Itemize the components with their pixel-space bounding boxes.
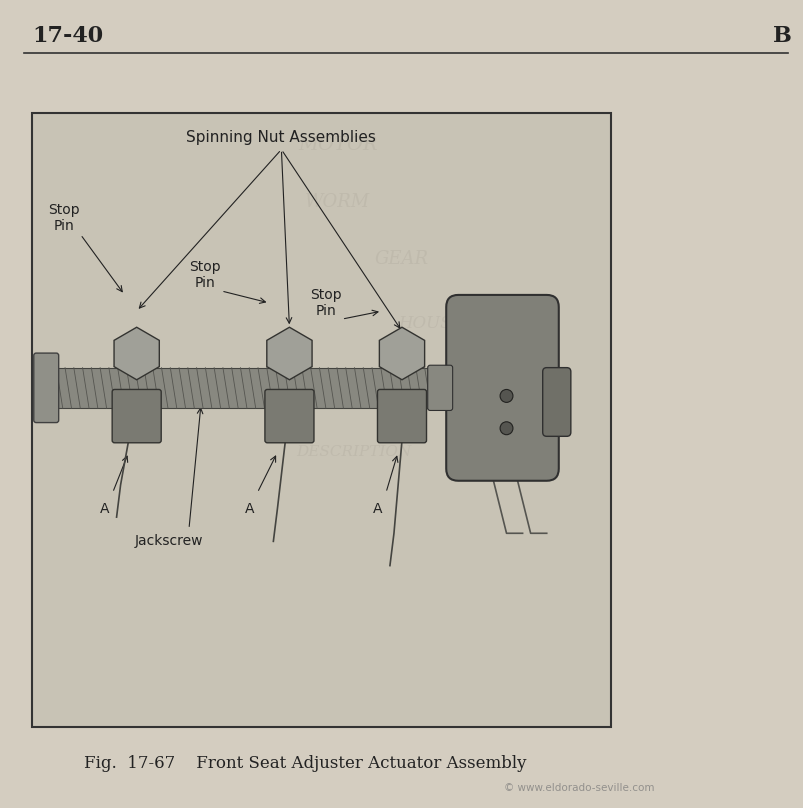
FancyBboxPatch shape <box>427 365 452 410</box>
Text: ASSEMBLY: ASSEMBLY <box>337 379 434 397</box>
Text: MOTOR: MOTOR <box>297 137 377 154</box>
Polygon shape <box>114 327 159 380</box>
Text: 17-40: 17-40 <box>32 25 103 48</box>
Text: A: A <box>373 502 382 516</box>
Circle shape <box>499 422 512 435</box>
Text: Stop
Pin: Stop Pin <box>309 288 341 318</box>
Text: A: A <box>244 502 254 516</box>
Polygon shape <box>267 327 312 380</box>
Text: Stop
Pin: Stop Pin <box>48 203 80 234</box>
FancyBboxPatch shape <box>34 353 59 423</box>
Text: Spinning Nut Assemblies: Spinning Nut Assemblies <box>186 130 376 145</box>
Circle shape <box>499 389 512 402</box>
FancyBboxPatch shape <box>542 368 570 436</box>
Text: Jackscrew: Jackscrew <box>134 534 203 549</box>
Text: DESCRIPTION: DESCRIPTION <box>296 445 411 460</box>
Polygon shape <box>379 327 424 380</box>
FancyBboxPatch shape <box>377 389 426 443</box>
Text: B: B <box>772 25 791 48</box>
FancyBboxPatch shape <box>112 389 161 443</box>
Text: © www.eldorado-seville.com: © www.eldorado-seville.com <box>503 783 654 793</box>
Bar <box>32 113 610 727</box>
Text: GEAR: GEAR <box>374 250 429 267</box>
Bar <box>56 368 538 408</box>
Text: Fig.  17-67    Front Seat Adjuster Actuator Assembly: Fig. 17-67 Front Seat Adjuster Actuator … <box>84 755 526 772</box>
FancyBboxPatch shape <box>265 389 313 443</box>
FancyBboxPatch shape <box>446 295 558 481</box>
Text: WORM: WORM <box>304 193 370 211</box>
Text: Stop
Pin: Stop Pin <box>189 259 221 290</box>
Text: HOUSING: HOUSING <box>397 314 486 332</box>
Text: A: A <box>100 502 109 516</box>
